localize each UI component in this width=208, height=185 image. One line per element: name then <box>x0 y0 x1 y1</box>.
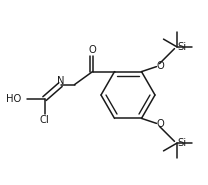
Text: N: N <box>57 76 64 86</box>
Text: Si: Si <box>177 42 186 52</box>
Text: Cl: Cl <box>40 115 49 125</box>
Text: O: O <box>157 119 164 129</box>
Text: O: O <box>157 61 164 71</box>
Text: HO: HO <box>6 94 21 104</box>
Text: O: O <box>89 45 96 55</box>
Text: Si: Si <box>177 138 186 148</box>
